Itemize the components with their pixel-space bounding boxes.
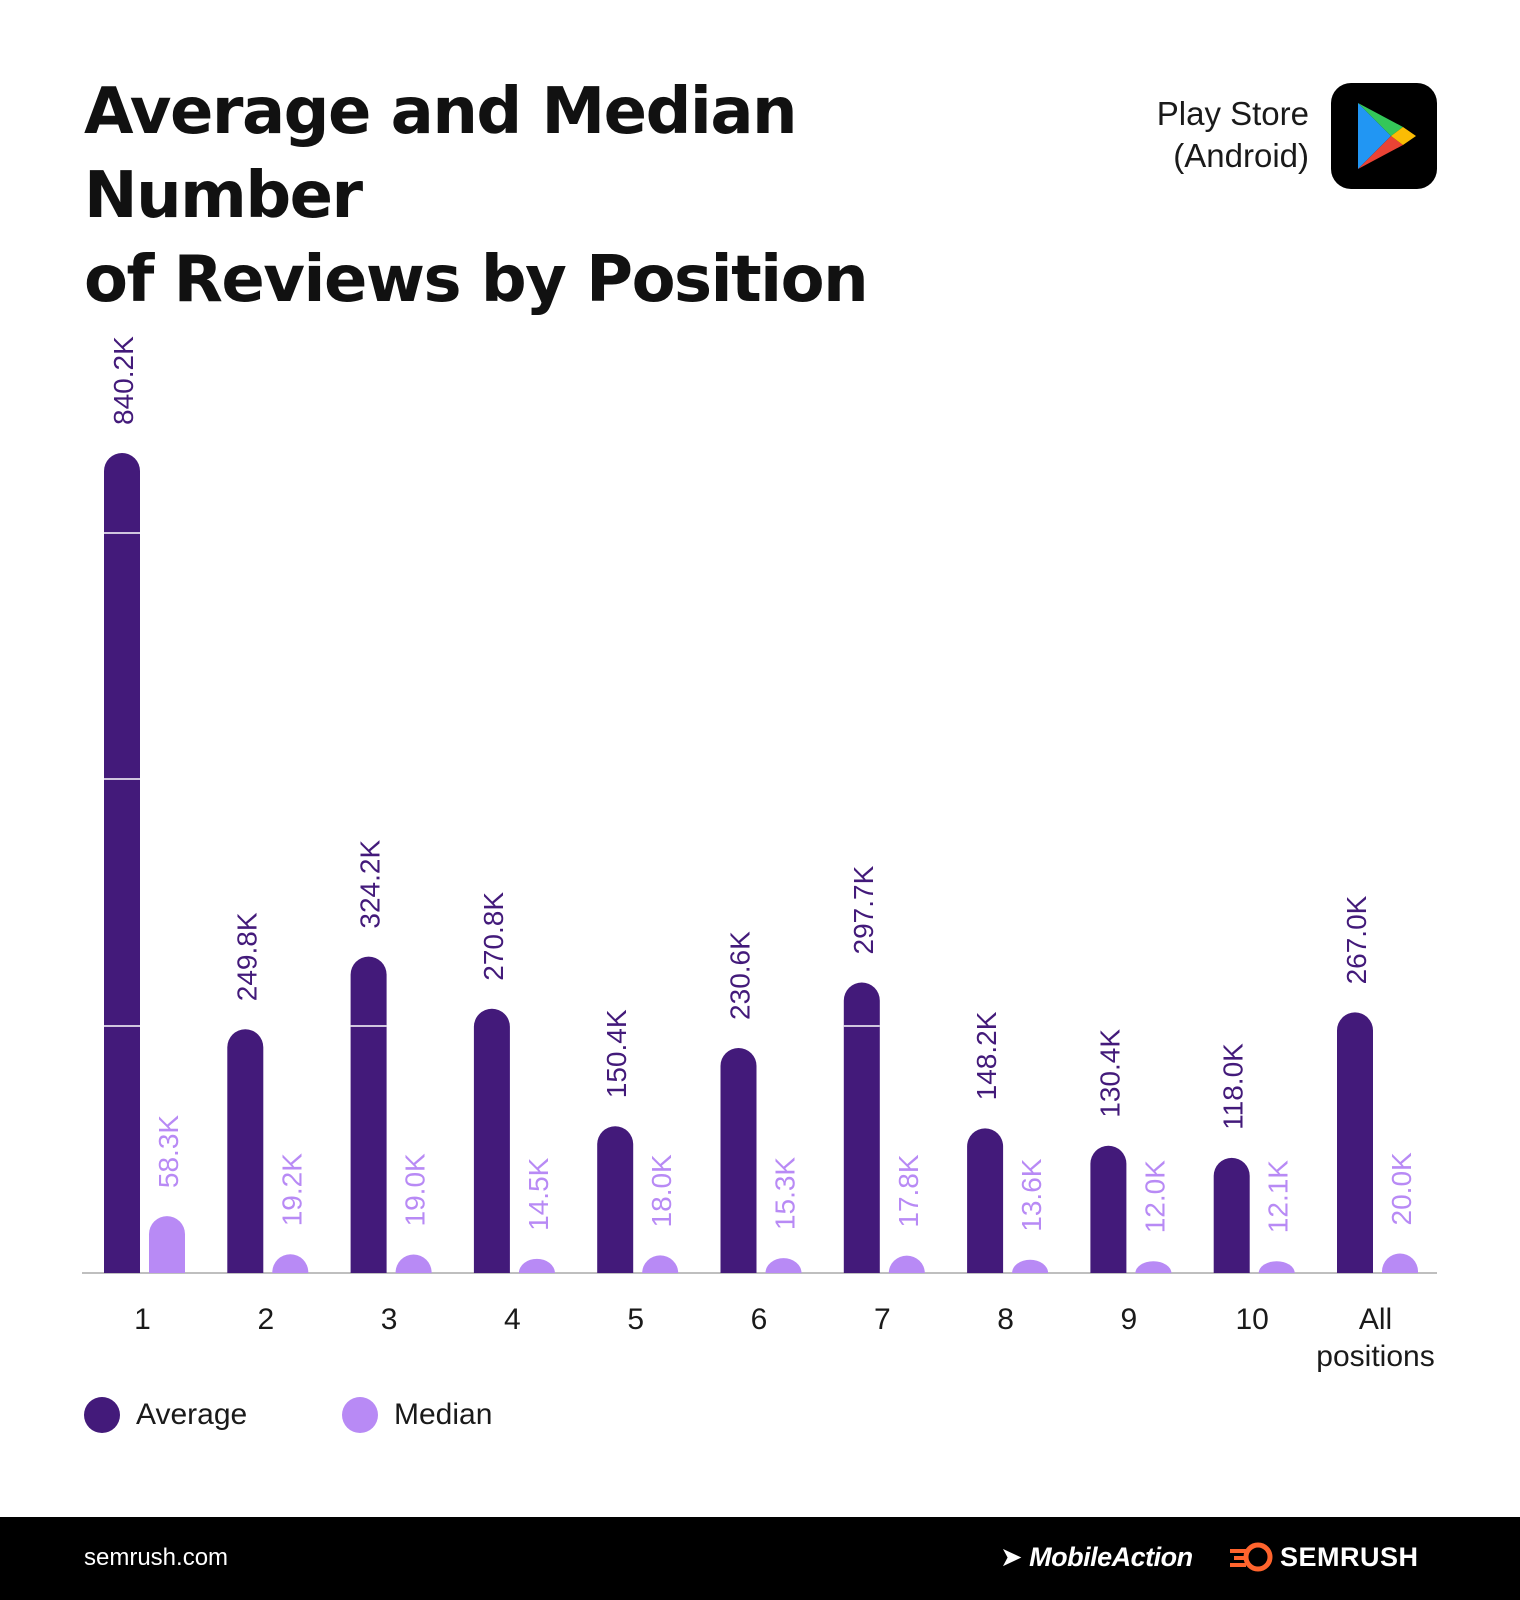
x-tick-label: positions [1316, 1340, 1434, 1373]
data-label-median: 12.1K [1263, 1160, 1294, 1233]
data-label-median: 17.8K [893, 1154, 924, 1227]
title-line-1: Average and Median Number [84, 75, 798, 233]
bar-average-5 [597, 1126, 634, 1273]
bar-average-2 [227, 1029, 264, 1273]
data-label-median: 18.0K [646, 1154, 677, 1227]
x-tick-label: 2 [257, 1303, 274, 1336]
bar-average-10 [1213, 1157, 1250, 1273]
store-label-line-1: Play Store [1156, 95, 1309, 132]
footer-bar: semrush.com ➤ MobileAction SEMRUSH [0, 1517, 1520, 1600]
bar-average-6 [720, 1047, 757, 1273]
semrush-fire-icon [1230, 1542, 1273, 1572]
bar-median-5 [642, 1255, 679, 1273]
x-tick-label: 7 [874, 1303, 891, 1336]
chart-title: Average and Median Number of Reviews by … [84, 70, 1084, 322]
data-label-average: 270.8K [478, 892, 509, 981]
bar-median-8 [1012, 1259, 1049, 1273]
mobileaction-logo: ➤ MobileAction [1000, 1537, 1193, 1577]
bar-median-7 [888, 1255, 925, 1273]
bar-median-2 [272, 1254, 309, 1273]
data-label-average: 840.2K [108, 336, 139, 425]
x-tick-label: 4 [504, 1303, 521, 1336]
mobileaction-wordmark: MobileAction [1029, 1542, 1193, 1572]
bar-average-3 [350, 956, 387, 1273]
rocket-icon: ➤ [1000, 1542, 1023, 1572]
data-label-average: 249.8K [231, 912, 262, 1001]
bar-average-1 [104, 453, 140, 1273]
data-label-median: 15.3K [770, 1157, 801, 1230]
data-label-median: 19.0K [400, 1153, 431, 1226]
bar-median-4 [518, 1258, 555, 1273]
x-tick-label: 3 [381, 1303, 398, 1336]
x-tick-label: 10 [1236, 1303, 1269, 1336]
bar-average-11 [1337, 1012, 1373, 1273]
bar-chart: 840.2K 58.3K 1 249.8K 19.2K 2 324.2K 19.0K 3 270.… [82, 336, 1437, 1373]
bar-median-9 [1135, 1261, 1172, 1273]
semrush-logo: SEMRUSH [1228, 1537, 1418, 1577]
data-label-median: 12.0K [1139, 1160, 1170, 1233]
data-label-average: 118.0K [1218, 1043, 1249, 1130]
legend-median-swatch [342, 1397, 378, 1433]
data-label-average: 130.4K [1094, 1029, 1125, 1118]
bar-median-1 [149, 1216, 185, 1273]
x-tick-label: 6 [751, 1303, 768, 1336]
store-label-line-2: (Android) [1173, 137, 1309, 174]
legend-median-label: Median [394, 1398, 493, 1431]
data-label-average: 150.4K [601, 1009, 632, 1098]
data-label-median: 20.0K [1386, 1152, 1417, 1225]
bar-median-10 [1258, 1261, 1295, 1273]
bar-median-3 [395, 1254, 432, 1273]
google-play-icon [1331, 83, 1437, 189]
bar-median-6 [765, 1258, 802, 1273]
data-label-average: 324.2K [355, 840, 386, 929]
bar-average-9 [1090, 1145, 1127, 1273]
footer-site: semrush.com [84, 1544, 229, 1571]
data-label-average: 148.2K [971, 1011, 1002, 1100]
x-tick-label: 1 [134, 1303, 151, 1336]
data-label-median: 19.2K [276, 1153, 307, 1226]
legend-average-label: Average [136, 1398, 248, 1431]
data-label-average: 267.0K [1341, 895, 1372, 984]
data-label-average: 230.6K [725, 931, 756, 1020]
title-line-2: of Reviews by Position [84, 243, 869, 317]
data-label-median: 58.3K [153, 1115, 184, 1188]
bar-average-4 [473, 1008, 510, 1273]
x-tick-label: All [1359, 1303, 1392, 1336]
legend-average-swatch [84, 1397, 120, 1433]
store-label: Play Store (Android) [1157, 93, 1309, 177]
bar-average-8 [967, 1128, 1004, 1273]
semrush-wordmark: SEMRUSH [1280, 1542, 1419, 1572]
data-label-median: 13.6K [1016, 1158, 1047, 1231]
bar-average-7 [843, 982, 880, 1273]
x-tick-label: 8 [997, 1303, 1014, 1336]
x-tick-label: 9 [1121, 1303, 1138, 1336]
data-label-average: 297.7K [848, 865, 879, 954]
x-tick-label: 5 [627, 1303, 644, 1336]
bar-median-11 [1382, 1253, 1418, 1273]
data-label-median: 14.5K [523, 1157, 554, 1230]
